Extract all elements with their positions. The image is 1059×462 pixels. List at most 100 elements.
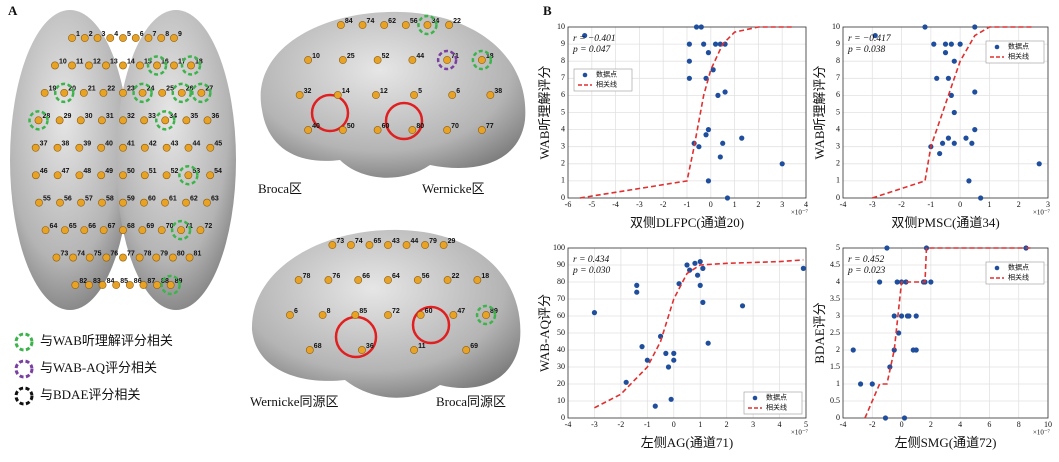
channel-label: 81 xyxy=(194,250,202,257)
figure: A B Broca区 Wernicke区 Wernicke同源区 Broca同源… xyxy=(0,0,1059,462)
data-point xyxy=(914,347,919,352)
x-tick-label: -2 xyxy=(898,200,905,209)
channel-label: 11 xyxy=(76,58,84,65)
x-tick-label: -2 xyxy=(660,200,667,209)
x-multiplier: ×10⁻⁷ xyxy=(1033,429,1051,437)
x-tick-label: -6 xyxy=(565,200,572,209)
channel-dot xyxy=(136,254,143,261)
legend-label: 数据点 xyxy=(766,393,787,402)
region-label: Broca同源区 xyxy=(436,394,506,409)
channel-dot xyxy=(99,281,106,288)
channel-dot xyxy=(119,89,126,96)
channel-label: 56 xyxy=(410,18,418,25)
channel-label: 2 xyxy=(89,31,93,38)
channel-dot xyxy=(140,199,147,206)
channel-dot xyxy=(403,241,410,248)
x-tick-label: -1 xyxy=(928,200,935,209)
channel-label: 14 xyxy=(342,88,350,95)
x-tick-label: 0 xyxy=(958,200,962,209)
channel-label: 45 xyxy=(214,141,222,148)
channel-label: 60 xyxy=(425,308,433,315)
channel-label: 10 xyxy=(59,58,67,65)
data-point xyxy=(928,279,933,284)
channel-label: 29 xyxy=(64,113,72,120)
channel-dot xyxy=(355,276,362,283)
channel-dot xyxy=(185,172,192,179)
channel-label: 84 xyxy=(345,18,353,25)
channel-dot xyxy=(85,281,92,288)
channel-label: 64 xyxy=(392,273,400,280)
channel-dot xyxy=(153,62,160,69)
channel-dot xyxy=(482,311,489,318)
channel-dot xyxy=(76,172,83,179)
legend-swatch xyxy=(753,396,758,401)
channel-dot xyxy=(77,199,84,206)
x-axis-label: 左侧SMG(通道72) xyxy=(895,435,997,450)
channel-label: 80 xyxy=(177,250,185,257)
channel-dot xyxy=(141,117,148,124)
data-point xyxy=(969,141,974,146)
channel-dot xyxy=(463,346,470,353)
data-point xyxy=(740,303,745,308)
y-axis-label: WAB听理解评分 xyxy=(812,66,827,160)
panel-label: B xyxy=(543,3,552,18)
channel-label: 29 xyxy=(448,238,456,245)
data-point xyxy=(952,59,957,64)
channel-dot xyxy=(119,199,126,206)
data-point xyxy=(883,415,888,420)
y-tick-label: 7 xyxy=(836,73,840,82)
channel-label: 5 xyxy=(127,31,131,38)
data-point xyxy=(684,262,689,267)
channel-label: 62 xyxy=(190,196,198,203)
data-point xyxy=(687,42,692,47)
x-tick-label: 3 xyxy=(780,200,784,209)
channel-label: 49 xyxy=(105,168,113,175)
channel-label: 85 xyxy=(359,308,367,315)
x-axis-label: 双侧PMSC(通道34) xyxy=(891,215,999,230)
channel-dot xyxy=(372,91,379,98)
data-point xyxy=(706,178,711,183)
channel-label: 62 xyxy=(388,18,396,25)
channel-dot xyxy=(198,89,205,96)
channel-label: 80 xyxy=(416,123,424,130)
channel-label: 18 xyxy=(481,273,489,280)
channel-label: 12 xyxy=(93,58,101,65)
channel-dot xyxy=(319,311,326,318)
channel-dot xyxy=(286,311,293,318)
channel-label: 10 xyxy=(312,53,320,60)
data-point xyxy=(858,381,863,386)
channel-label: 50 xyxy=(127,168,135,175)
data-point xyxy=(700,300,705,305)
y-tick-label: 20 xyxy=(557,379,565,388)
y-tick-label: 1 xyxy=(836,379,840,388)
channel-label: 21 xyxy=(88,86,96,93)
data-point xyxy=(592,310,597,315)
channel-dot xyxy=(410,91,417,98)
data-point xyxy=(701,42,706,47)
x-tick-label: 2 xyxy=(1017,200,1021,209)
channel-label: 22 xyxy=(453,18,461,25)
channel-dot xyxy=(119,34,126,41)
legend-label: 相关线 xyxy=(596,80,617,89)
channel-dot xyxy=(339,56,346,63)
x-tick-label: 5 xyxy=(804,420,808,429)
channel-label: 73 xyxy=(336,238,344,245)
channel-dot xyxy=(384,311,391,318)
channel-dot xyxy=(402,21,409,28)
channel-label: 67 xyxy=(108,223,116,230)
legend-swatch xyxy=(995,45,1000,50)
data-point xyxy=(739,136,744,141)
channel-dot xyxy=(444,126,451,133)
channel-label: 58 xyxy=(106,196,114,203)
channel-dot xyxy=(444,56,451,63)
channel-label: 76 xyxy=(110,250,118,257)
channel-dot xyxy=(295,276,302,283)
channel-label: 7 xyxy=(152,31,156,38)
x-tick-label: 8 xyxy=(1017,420,1021,429)
data-point xyxy=(934,76,939,81)
data-point xyxy=(634,290,639,295)
channel-label: 68 xyxy=(314,343,322,350)
channel-label: 76 xyxy=(332,273,340,280)
channel-dot xyxy=(32,172,39,179)
channel-label: 44 xyxy=(416,53,424,60)
